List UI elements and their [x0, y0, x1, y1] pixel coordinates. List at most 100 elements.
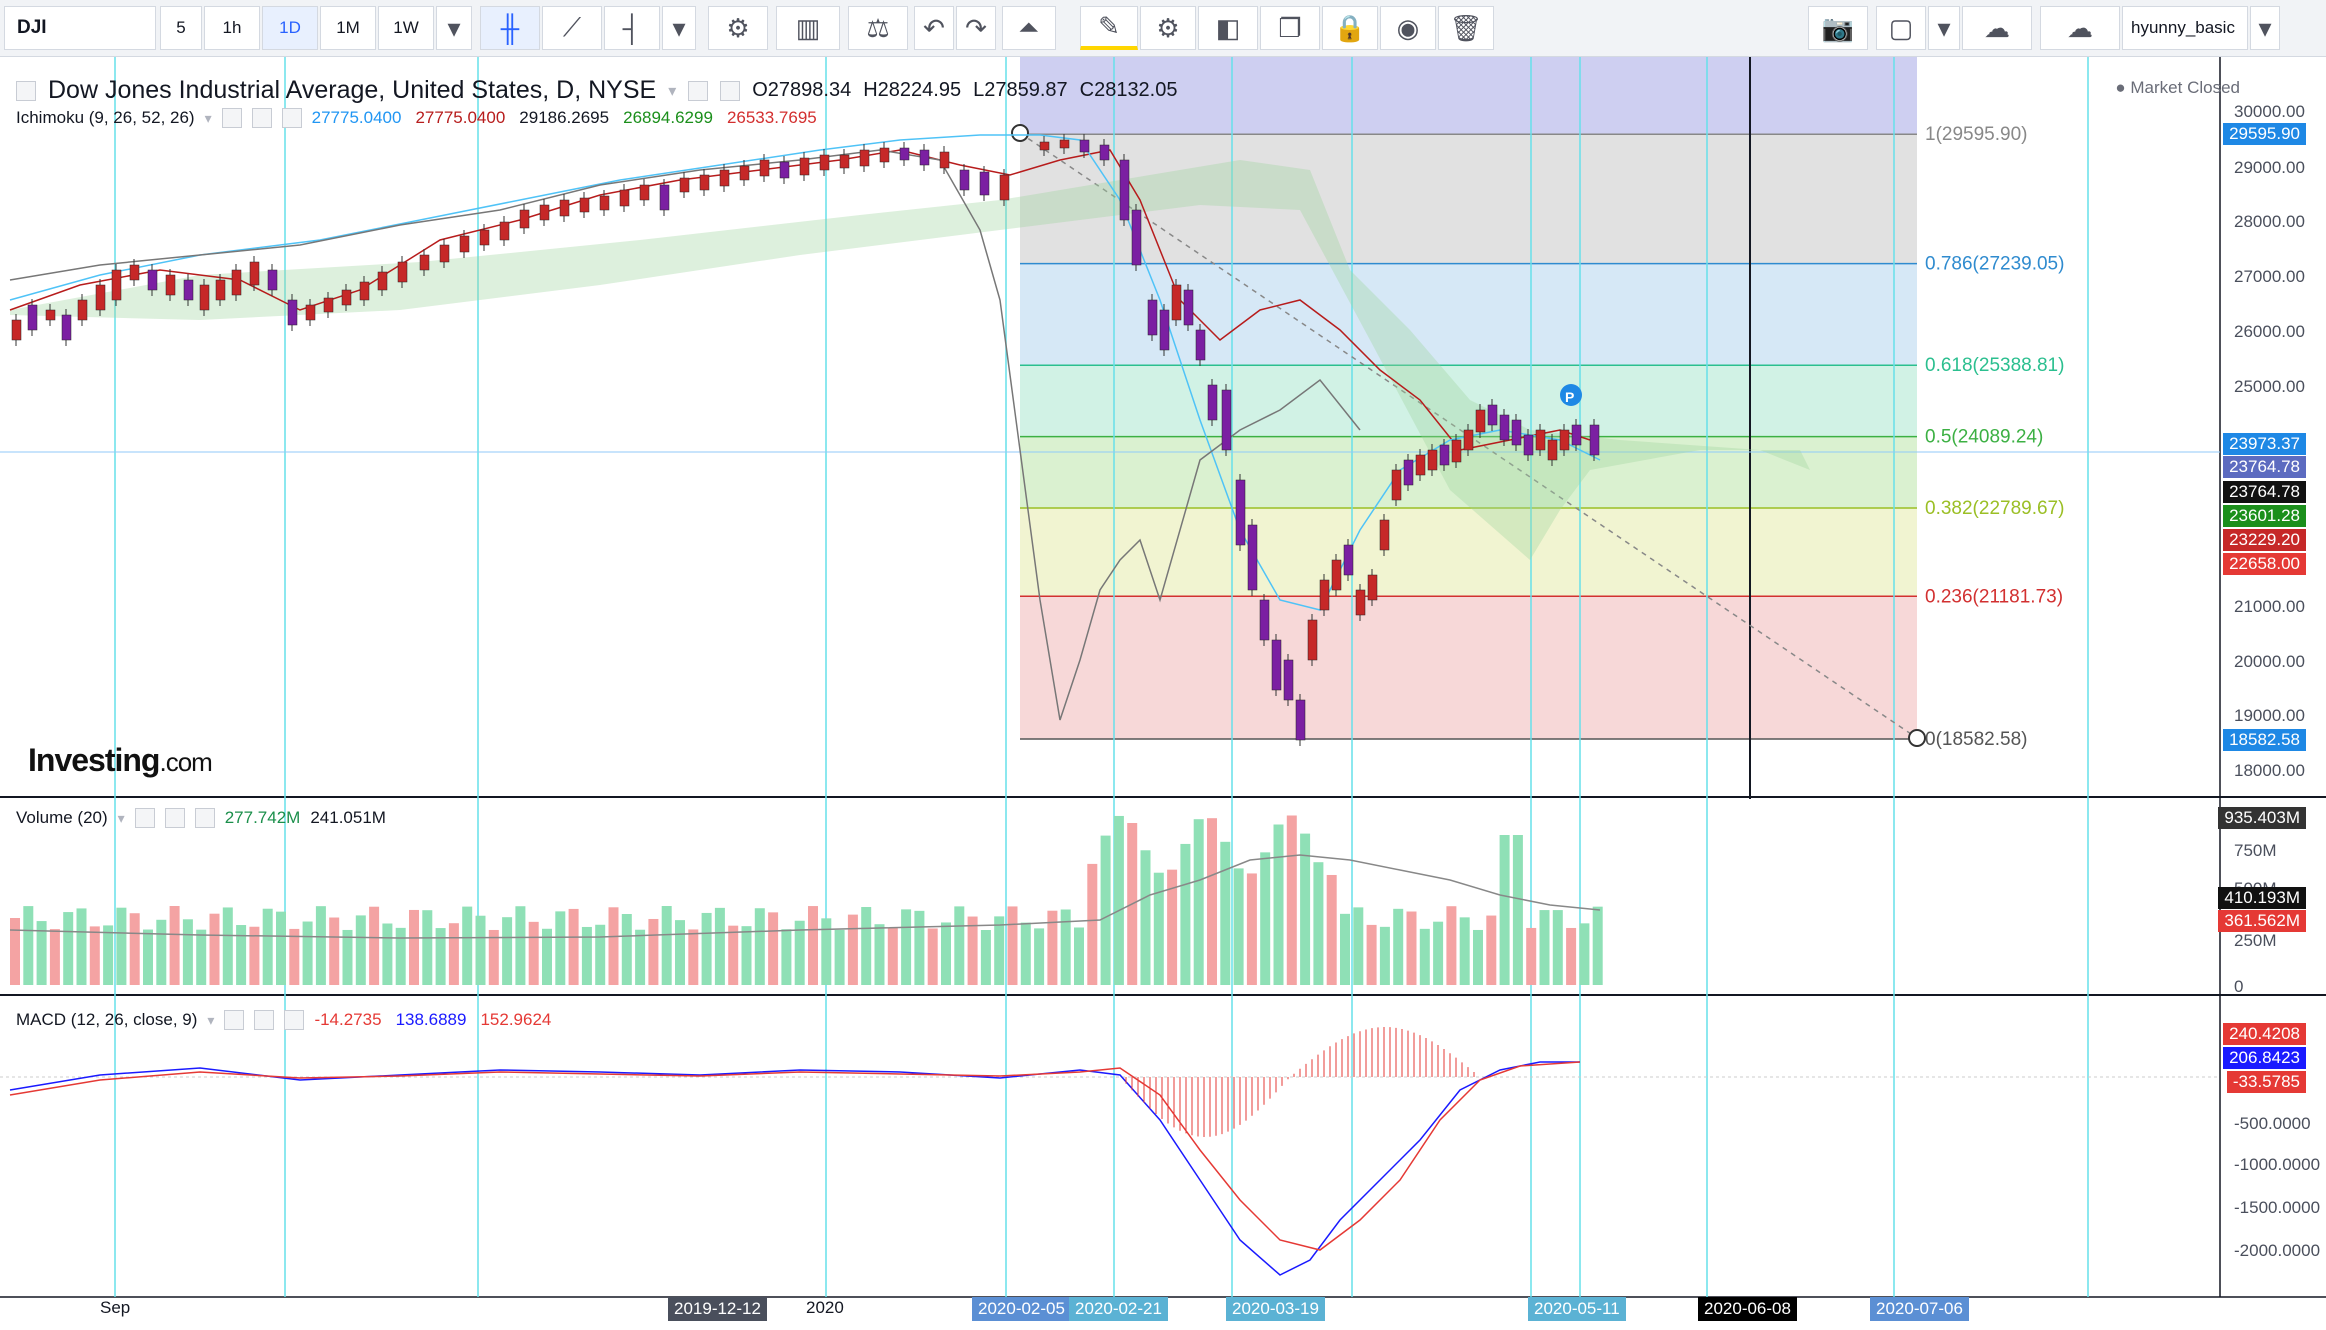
- legend-format-icon[interactable]: [720, 80, 741, 101]
- candle-body-67: [1247, 524, 1258, 591]
- candle-body-8: [147, 269, 158, 291]
- volume-bar-83: [1113, 815, 1124, 985]
- candle-body-38: [719, 169, 730, 187]
- title-dropdown-icon[interactable]: ▾: [668, 82, 677, 100]
- volume-settings-icon[interactable]: [164, 808, 185, 828]
- volume-bar-14: [196, 929, 207, 985]
- candle-body-79: [1391, 469, 1402, 501]
- volume-bar-87: [1167, 869, 1178, 985]
- date-tag-5: 2020-06-08: [1698, 1297, 1797, 1321]
- macd-close-icon[interactable]: [284, 1010, 305, 1030]
- settings-icon[interactable]: ⚙: [708, 6, 768, 50]
- ichimoku-settings-icon[interactable]: [251, 108, 272, 128]
- chart-type-dropdown-icon[interactable]: ▾: [662, 6, 696, 50]
- price-tick-8: 20000.00: [2234, 652, 2305, 671]
- alert-icon[interactable]: ⏶: [1002, 6, 1056, 50]
- volume-bar-106: [1419, 928, 1430, 985]
- trash-icon[interactable]: 🗑: [1438, 6, 1494, 50]
- chart-area[interactable]: 1(29595.90) 0.786(27239.05) 0.618(25388.81…: [0, 57, 2326, 1330]
- volume-bar-115: [1539, 910, 1550, 985]
- volume-bar-98: [1313, 862, 1324, 985]
- volume-bar-35: [475, 915, 486, 985]
- volume-bar-23: [315, 906, 326, 985]
- volume-tick-0: 750M: [2234, 841, 2277, 860]
- volume-close-icon[interactable]: [194, 808, 215, 828]
- candle-body-27: [499, 221, 510, 241]
- candle-chart-icon[interactable]: ╫: [480, 6, 540, 50]
- visibility-icon[interactable]: ◉: [1380, 6, 1436, 50]
- candle-body-71: [1295, 699, 1306, 741]
- clone-icon[interactable]: ❐: [1260, 6, 1320, 50]
- macd-visibility-icon[interactable]: [224, 1010, 245, 1030]
- legend-settings-icon[interactable]: [688, 80, 709, 101]
- volume-bar-30: [409, 909, 419, 985]
- interval-1h-button[interactable]: 1h: [204, 6, 260, 50]
- logo-suffix: .com: [159, 747, 212, 777]
- candle-body-40: [759, 159, 770, 177]
- fill-color-icon[interactable]: ◧: [1198, 6, 1258, 50]
- redo-icon[interactable]: ↷: [956, 6, 996, 50]
- bar-chart-icon[interactable]: ┤: [604, 6, 660, 50]
- candle-body-74: [1331, 559, 1342, 591]
- camera-icon[interactable]: 📷: [1808, 6, 1868, 50]
- volume-bar-63: [847, 914, 858, 985]
- candle-body-30: [559, 199, 570, 217]
- undo-icon[interactable]: ↶: [914, 6, 954, 50]
- volume-bar-77: [1034, 928, 1045, 985]
- candle-body-80: [1403, 459, 1414, 486]
- volume-visibility-icon[interactable]: [134, 808, 155, 828]
- user-menu[interactable]: hyunny_basic: [2122, 6, 2248, 50]
- candle-body-73: [1319, 579, 1330, 611]
- user-dropdown-icon[interactable]: ▾: [2250, 6, 2280, 50]
- layout-icon[interactable]: ▢: [1876, 6, 1926, 50]
- volume-bar-82: [1100, 835, 1111, 985]
- collapse-toggle[interactable]: [16, 80, 36, 101]
- macd-settings-icon[interactable]: [254, 1010, 275, 1030]
- macd-dropdown-icon[interactable]: ▾: [207, 1011, 215, 1028]
- volume-bar-0: [10, 918, 20, 985]
- volume-bar-5: [76, 908, 87, 985]
- volume-bar-70: [941, 922, 951, 985]
- volume-bar-71: [954, 906, 965, 985]
- candle-body-17: [305, 304, 316, 321]
- interval-1w-button[interactable]: 1W: [378, 6, 434, 50]
- volume-tag-0: 935.403M: [2218, 807, 2306, 829]
- interval-dropdown-icon[interactable]: ▾: [436, 6, 472, 50]
- volume-bar-104: [1393, 908, 1404, 985]
- macd-values: -14.2735 138.6889 152.9624: [314, 1010, 551, 1030]
- interval-1d-button[interactable]: 1D: [262, 6, 318, 50]
- volume-bar-40: [542, 928, 552, 985]
- interval-1m-button[interactable]: 1M: [320, 6, 376, 50]
- line-chart-icon[interactable]: ⟋: [542, 6, 602, 50]
- volume-bar-39: [528, 921, 539, 985]
- volume-bar-51: [688, 929, 699, 985]
- volume-dropdown-icon[interactable]: ▾: [117, 809, 125, 826]
- cloud-upload-icon[interactable]: ☁: [2040, 6, 2120, 50]
- candle-body-0: [11, 319, 22, 341]
- lock-icon[interactable]: 🔒: [1322, 6, 1378, 50]
- volume-bar-119: [1592, 906, 1603, 985]
- ichimoku-close-icon[interactable]: [281, 108, 302, 128]
- symbol-input[interactable]: DJI: [4, 6, 156, 50]
- ichimoku-dropdown-icon[interactable]: ▾: [204, 109, 212, 126]
- candle-body-49: [939, 151, 950, 169]
- volume-bar-93: [1246, 873, 1257, 985]
- fib-label-2: 0.618(25388.81): [1925, 355, 2064, 376]
- cloud-download-icon[interactable]: ☁: [1962, 6, 2032, 50]
- layout-dropdown-icon[interactable]: ▾: [1928, 6, 1960, 50]
- candle-body-29: [539, 204, 550, 221]
- ichimoku-visibility-icon[interactable]: [221, 108, 242, 128]
- macd-tick-0: -500.0000: [2234, 1114, 2311, 1133]
- candle-body-21: [377, 271, 388, 291]
- indicators-icon[interactable]: ▥: [776, 6, 840, 50]
- candle-body-54: [1059, 139, 1070, 149]
- interval-5m-button[interactable]: 5: [160, 6, 202, 50]
- volume-bar-43: [581, 926, 592, 985]
- macd-tick-3: -2000.0000: [2234, 1241, 2321, 1260]
- drawing-settings-icon[interactable]: ⚙: [1140, 6, 1196, 50]
- drawing-pencil-icon[interactable]: ✎: [1080, 6, 1138, 50]
- volume-bar-56: [754, 908, 765, 985]
- volume-bar-34: [462, 906, 473, 985]
- compare-icon[interactable]: ⚖: [848, 6, 908, 50]
- volume-tag-1: 410.193M: [2218, 887, 2306, 909]
